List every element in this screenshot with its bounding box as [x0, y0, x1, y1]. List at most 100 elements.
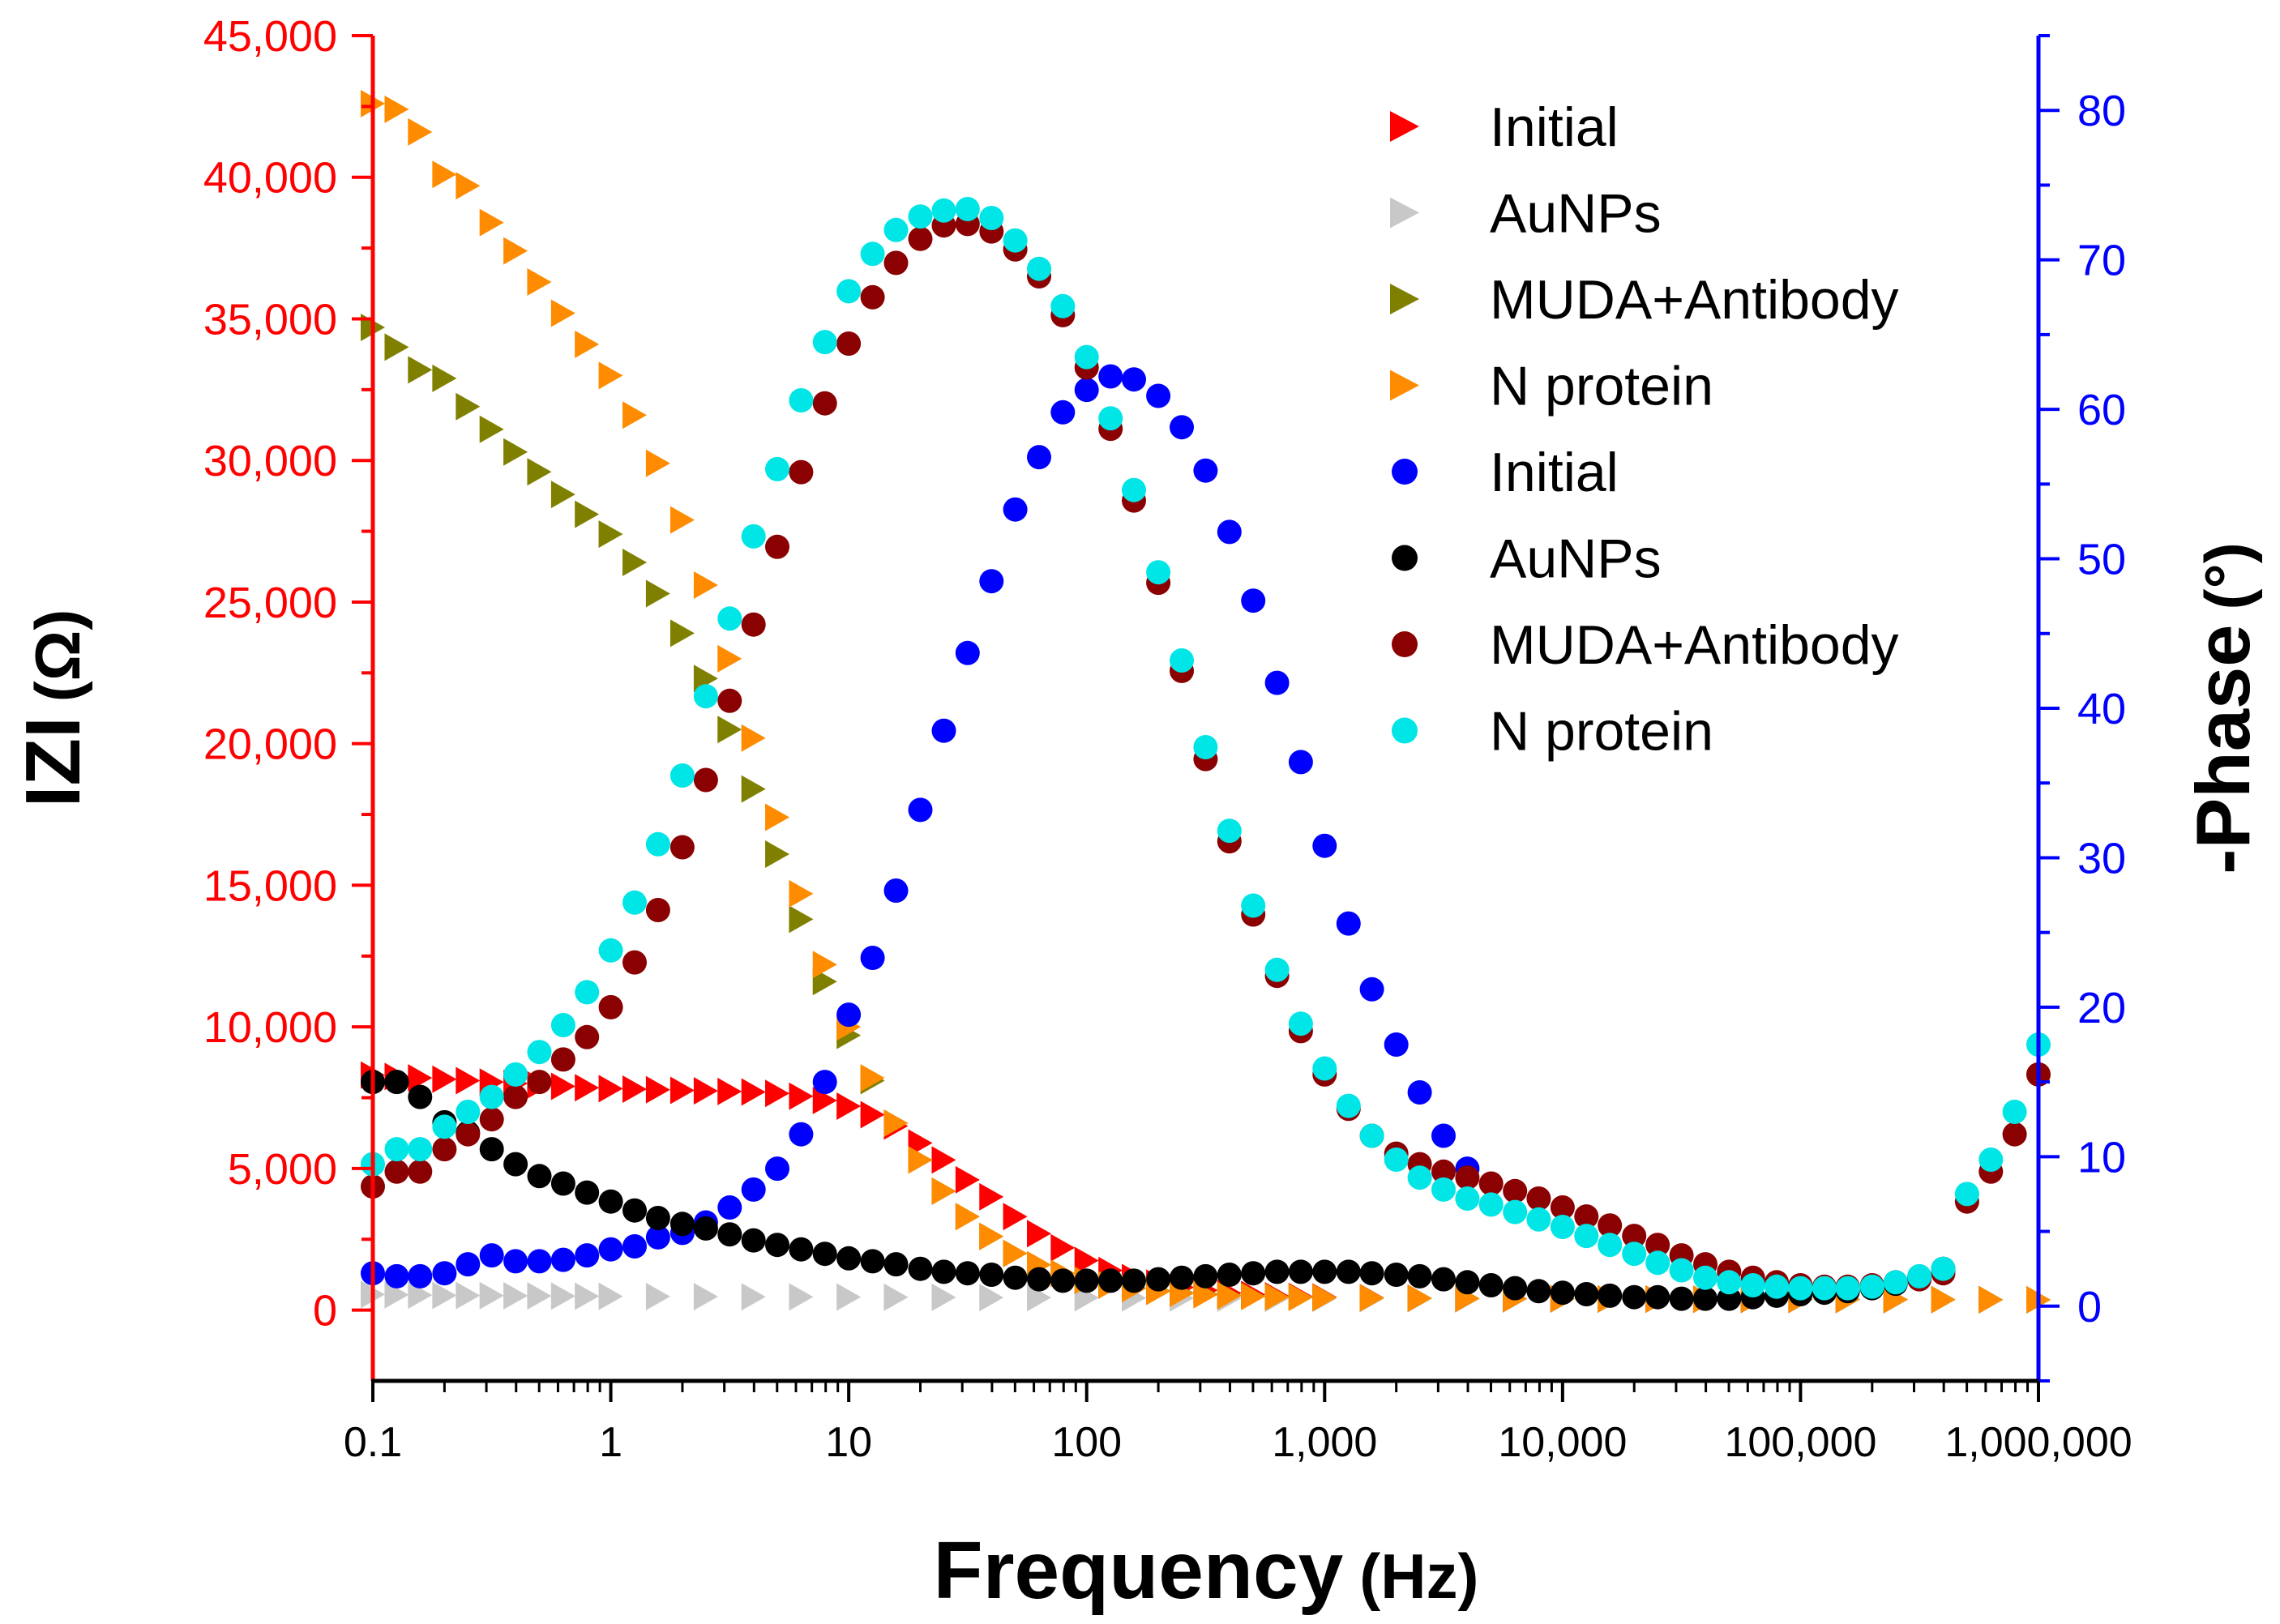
data-point — [955, 1203, 980, 1231]
data-point — [789, 1082, 814, 1110]
bottom-tick-label: 10 — [825, 1419, 872, 1466]
right-tick-label: 20 — [2077, 984, 2126, 1032]
data-point — [836, 331, 862, 356]
data-point — [1931, 1285, 1956, 1314]
data-point — [479, 208, 504, 237]
data-point — [1574, 1204, 1599, 1229]
data-point — [384, 1070, 409, 1095]
legend-label: AuNPs — [1490, 183, 1662, 245]
right-axis-title-unit: (°) — [2192, 542, 2263, 609]
left-tick-label: 30,000 — [203, 437, 337, 485]
data-point — [503, 1062, 528, 1087]
data-point — [669, 1076, 695, 1105]
legend-item: MUDA+Antibody — [1390, 269, 1899, 331]
data-point — [979, 1222, 1004, 1250]
bottom-tick-label: 100 — [1051, 1419, 1122, 1466]
data-point — [1359, 1284, 1384, 1312]
data-point — [575, 330, 600, 358]
data-point — [1003, 1265, 1028, 1290]
data-point — [1407, 1080, 1432, 1105]
data-point — [550, 1047, 575, 1072]
data-point — [1336, 911, 1361, 936]
data-point — [1146, 560, 1171, 585]
data-point — [741, 524, 766, 549]
data-point — [908, 1256, 933, 1281]
data-point — [669, 835, 695, 860]
data-point — [1455, 1165, 1480, 1190]
data-point — [408, 356, 433, 384]
data-point — [598, 1237, 623, 1262]
data-point — [1574, 1282, 1599, 1306]
data-point — [645, 898, 670, 922]
data-point — [1550, 1280, 1575, 1306]
data-point — [1645, 1284, 1670, 1310]
data-point — [1288, 750, 1313, 775]
data-point — [765, 456, 789, 481]
data-point — [1359, 1123, 1384, 1148]
right-tick-label: 70 — [2077, 237, 2126, 285]
data-point — [883, 217, 909, 242]
data-point — [789, 1237, 814, 1262]
data-point — [1146, 383, 1171, 408]
data-point — [1288, 1283, 1313, 1311]
data-point — [479, 1137, 504, 1162]
data-point — [1193, 1280, 1218, 1309]
data-point — [1622, 1224, 1647, 1249]
x-axis-title: Frequency (Hz) — [934, 1525, 1479, 1616]
legend-circle-marker — [1392, 545, 1418, 571]
data-point — [1241, 588, 1266, 613]
legend-label: MUDA+Antibody — [1490, 614, 1899, 676]
data-point — [1503, 1276, 1528, 1301]
data-point — [741, 1177, 766, 1202]
data-point — [979, 1284, 1004, 1312]
data-point — [1098, 406, 1123, 431]
data-point — [479, 1281, 504, 1310]
legend-circle-marker — [1392, 717, 1418, 744]
data-point — [765, 1233, 789, 1258]
data-point — [693, 571, 718, 599]
data-point — [717, 1077, 742, 1105]
data-point — [789, 905, 814, 934]
data-point — [645, 1206, 670, 1230]
data-point — [598, 994, 623, 1019]
data-point — [1931, 1256, 1956, 1281]
data-point — [550, 1282, 575, 1310]
data-point — [1622, 1284, 1647, 1310]
data-point — [1003, 497, 1028, 522]
data-point — [456, 1252, 481, 1277]
right-axis-title: -Phase (°) — [2180, 542, 2265, 874]
data-point — [527, 1249, 552, 1274]
left-axis-title: IZI (Ω) — [10, 609, 96, 807]
legend-item: Initial — [1392, 442, 1619, 503]
data-point — [1788, 1276, 1813, 1301]
data-point — [456, 172, 481, 200]
data-point — [1003, 228, 1028, 253]
data-point — [836, 1246, 862, 1271]
data-point — [693, 665, 718, 693]
data-point — [860, 946, 885, 970]
data-point — [503, 1249, 528, 1274]
data-point — [527, 1040, 552, 1065]
data-point — [622, 1075, 648, 1104]
data-point — [1407, 1165, 1432, 1190]
data-point — [979, 206, 1004, 230]
data-point — [598, 520, 623, 549]
data-point — [645, 1075, 670, 1104]
data-point — [527, 268, 552, 297]
data-point — [1264, 1259, 1290, 1284]
data-point — [1336, 1093, 1361, 1118]
legend-label: Initial — [1490, 96, 1619, 158]
data-point — [408, 118, 433, 146]
data-point — [622, 401, 648, 430]
data-point — [812, 1070, 837, 1095]
legend-label: AuNPs — [1490, 528, 1662, 590]
data-point — [883, 1252, 909, 1277]
data-point — [1027, 1220, 1052, 1248]
data-point — [550, 481, 575, 509]
data-point — [789, 1283, 814, 1311]
data-point — [2002, 1100, 2027, 1124]
data-point — [908, 1146, 933, 1174]
data-point — [955, 1261, 980, 1286]
data-point — [1478, 1171, 1504, 1196]
